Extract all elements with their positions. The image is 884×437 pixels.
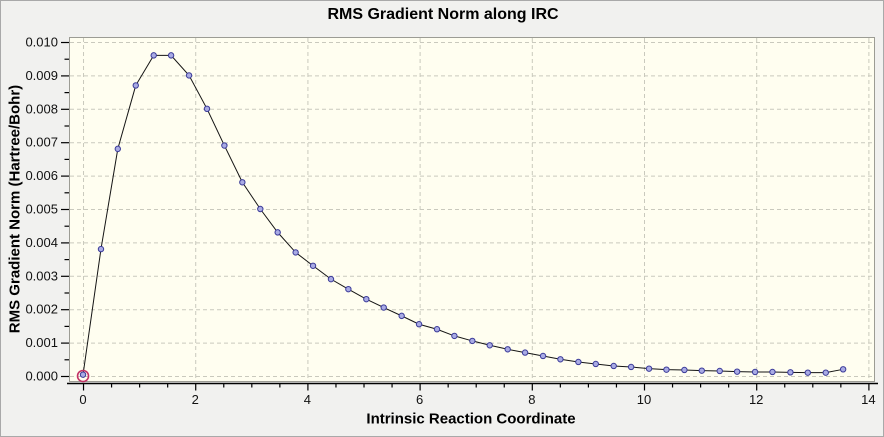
x-tick-label: 0: [79, 392, 86, 407]
highlight-ring: [76, 369, 90, 383]
x-tick-label: 4: [304, 392, 311, 407]
data-point-marker[interactable]: [327, 275, 335, 283]
y-tick-label: 0.005: [25, 202, 58, 217]
data-point-marker[interactable]: [415, 321, 423, 328]
data-point-marker[interactable]: [839, 366, 847, 373]
data-point-marker[interactable]: [433, 326, 441, 333]
chart-title: RMS Gradient Norm along IRC: [327, 6, 559, 23]
data-point-marker[interactable]: [132, 82, 139, 89]
data-point-marker[interactable]: [769, 368, 776, 376]
data-point-marker[interactable]: [822, 369, 829, 376]
data-point-marker[interactable]: [451, 332, 458, 340]
data-point-marker[interactable]: [469, 337, 476, 345]
data-point-marker[interactable]: [804, 369, 812, 376]
x-tick-label: 12: [749, 392, 763, 407]
data-point-marker[interactable]: [185, 72, 193, 79]
x-tick-label: 2: [192, 392, 199, 407]
data-point-marker[interactable]: [627, 363, 635, 371]
y-axis-title: RMS Gradient Norm (Hartree/Bohr): [6, 84, 24, 334]
data-point-marker[interactable]: [274, 229, 281, 236]
data-point-marker[interactable]: [733, 368, 741, 375]
y-tick-label: 0.002: [25, 302, 58, 317]
data-point-marker[interactable]: [380, 304, 387, 311]
x-axis-title: Intrinsic Reaction Coordinate: [366, 410, 576, 428]
y-tick-label: 0.004: [25, 235, 58, 250]
data-point-marker[interactable]: [575, 358, 582, 366]
data-point-marker[interactable]: [663, 366, 670, 373]
y-tick-label: 0.003: [25, 268, 58, 283]
data-point-marker[interactable]: [716, 367, 723, 375]
data-point-marker[interactable]: [239, 179, 246, 186]
data-point-marker[interactable]: [292, 249, 299, 256]
data-point-marker[interactable]: [79, 371, 87, 378]
data-point-marker[interactable]: [787, 369, 794, 376]
data-point-marker[interactable]: [257, 205, 264, 213]
data-point-marker[interactable]: [504, 346, 511, 353]
data-point-marker[interactable]: [309, 262, 317, 269]
y-tick-label: 0.010: [25, 35, 58, 50]
data-point-marker[interactable]: [539, 352, 547, 360]
data-point-marker[interactable]: [97, 245, 105, 253]
y-tick-label: 0.000: [25, 368, 58, 383]
x-tick-label: 8: [528, 392, 535, 407]
data-point-marker[interactable]: [150, 52, 157, 59]
data-point-marker[interactable]: [486, 342, 493, 349]
x-tick-label: 6: [416, 392, 423, 407]
y-tick-label: 0.009: [25, 68, 58, 83]
data-point-marker[interactable]: [398, 312, 405, 320]
data-point-marker[interactable]: [698, 367, 705, 374]
data-point-marker[interactable]: [645, 365, 653, 372]
y-tick-label: 0.007: [25, 135, 58, 150]
y-tick-label: 0.001: [25, 335, 58, 350]
data-point-marker[interactable]: [751, 368, 759, 376]
x-tick-label: 14: [861, 392, 875, 407]
data-point-marker[interactable]: [221, 142, 228, 149]
data-point-marker[interactable]: [167, 52, 175, 59]
y-tick-label: 0.006: [25, 168, 58, 183]
data-point-marker[interactable]: [114, 145, 122, 153]
y-tick-label: 0.008: [25, 101, 58, 116]
data-point-marker[interactable]: [610, 362, 617, 370]
data-point-marker[interactable]: [521, 349, 529, 356]
data-point-marker[interactable]: [557, 356, 564, 363]
x-tick-label: 10: [637, 392, 651, 407]
data-point-marker[interactable]: [681, 366, 688, 374]
data-point-marker[interactable]: [203, 105, 211, 113]
data-point-marker[interactable]: [345, 285, 352, 293]
data-point-marker[interactable]: [363, 295, 370, 303]
data-point-marker[interactable]: [592, 360, 599, 368]
